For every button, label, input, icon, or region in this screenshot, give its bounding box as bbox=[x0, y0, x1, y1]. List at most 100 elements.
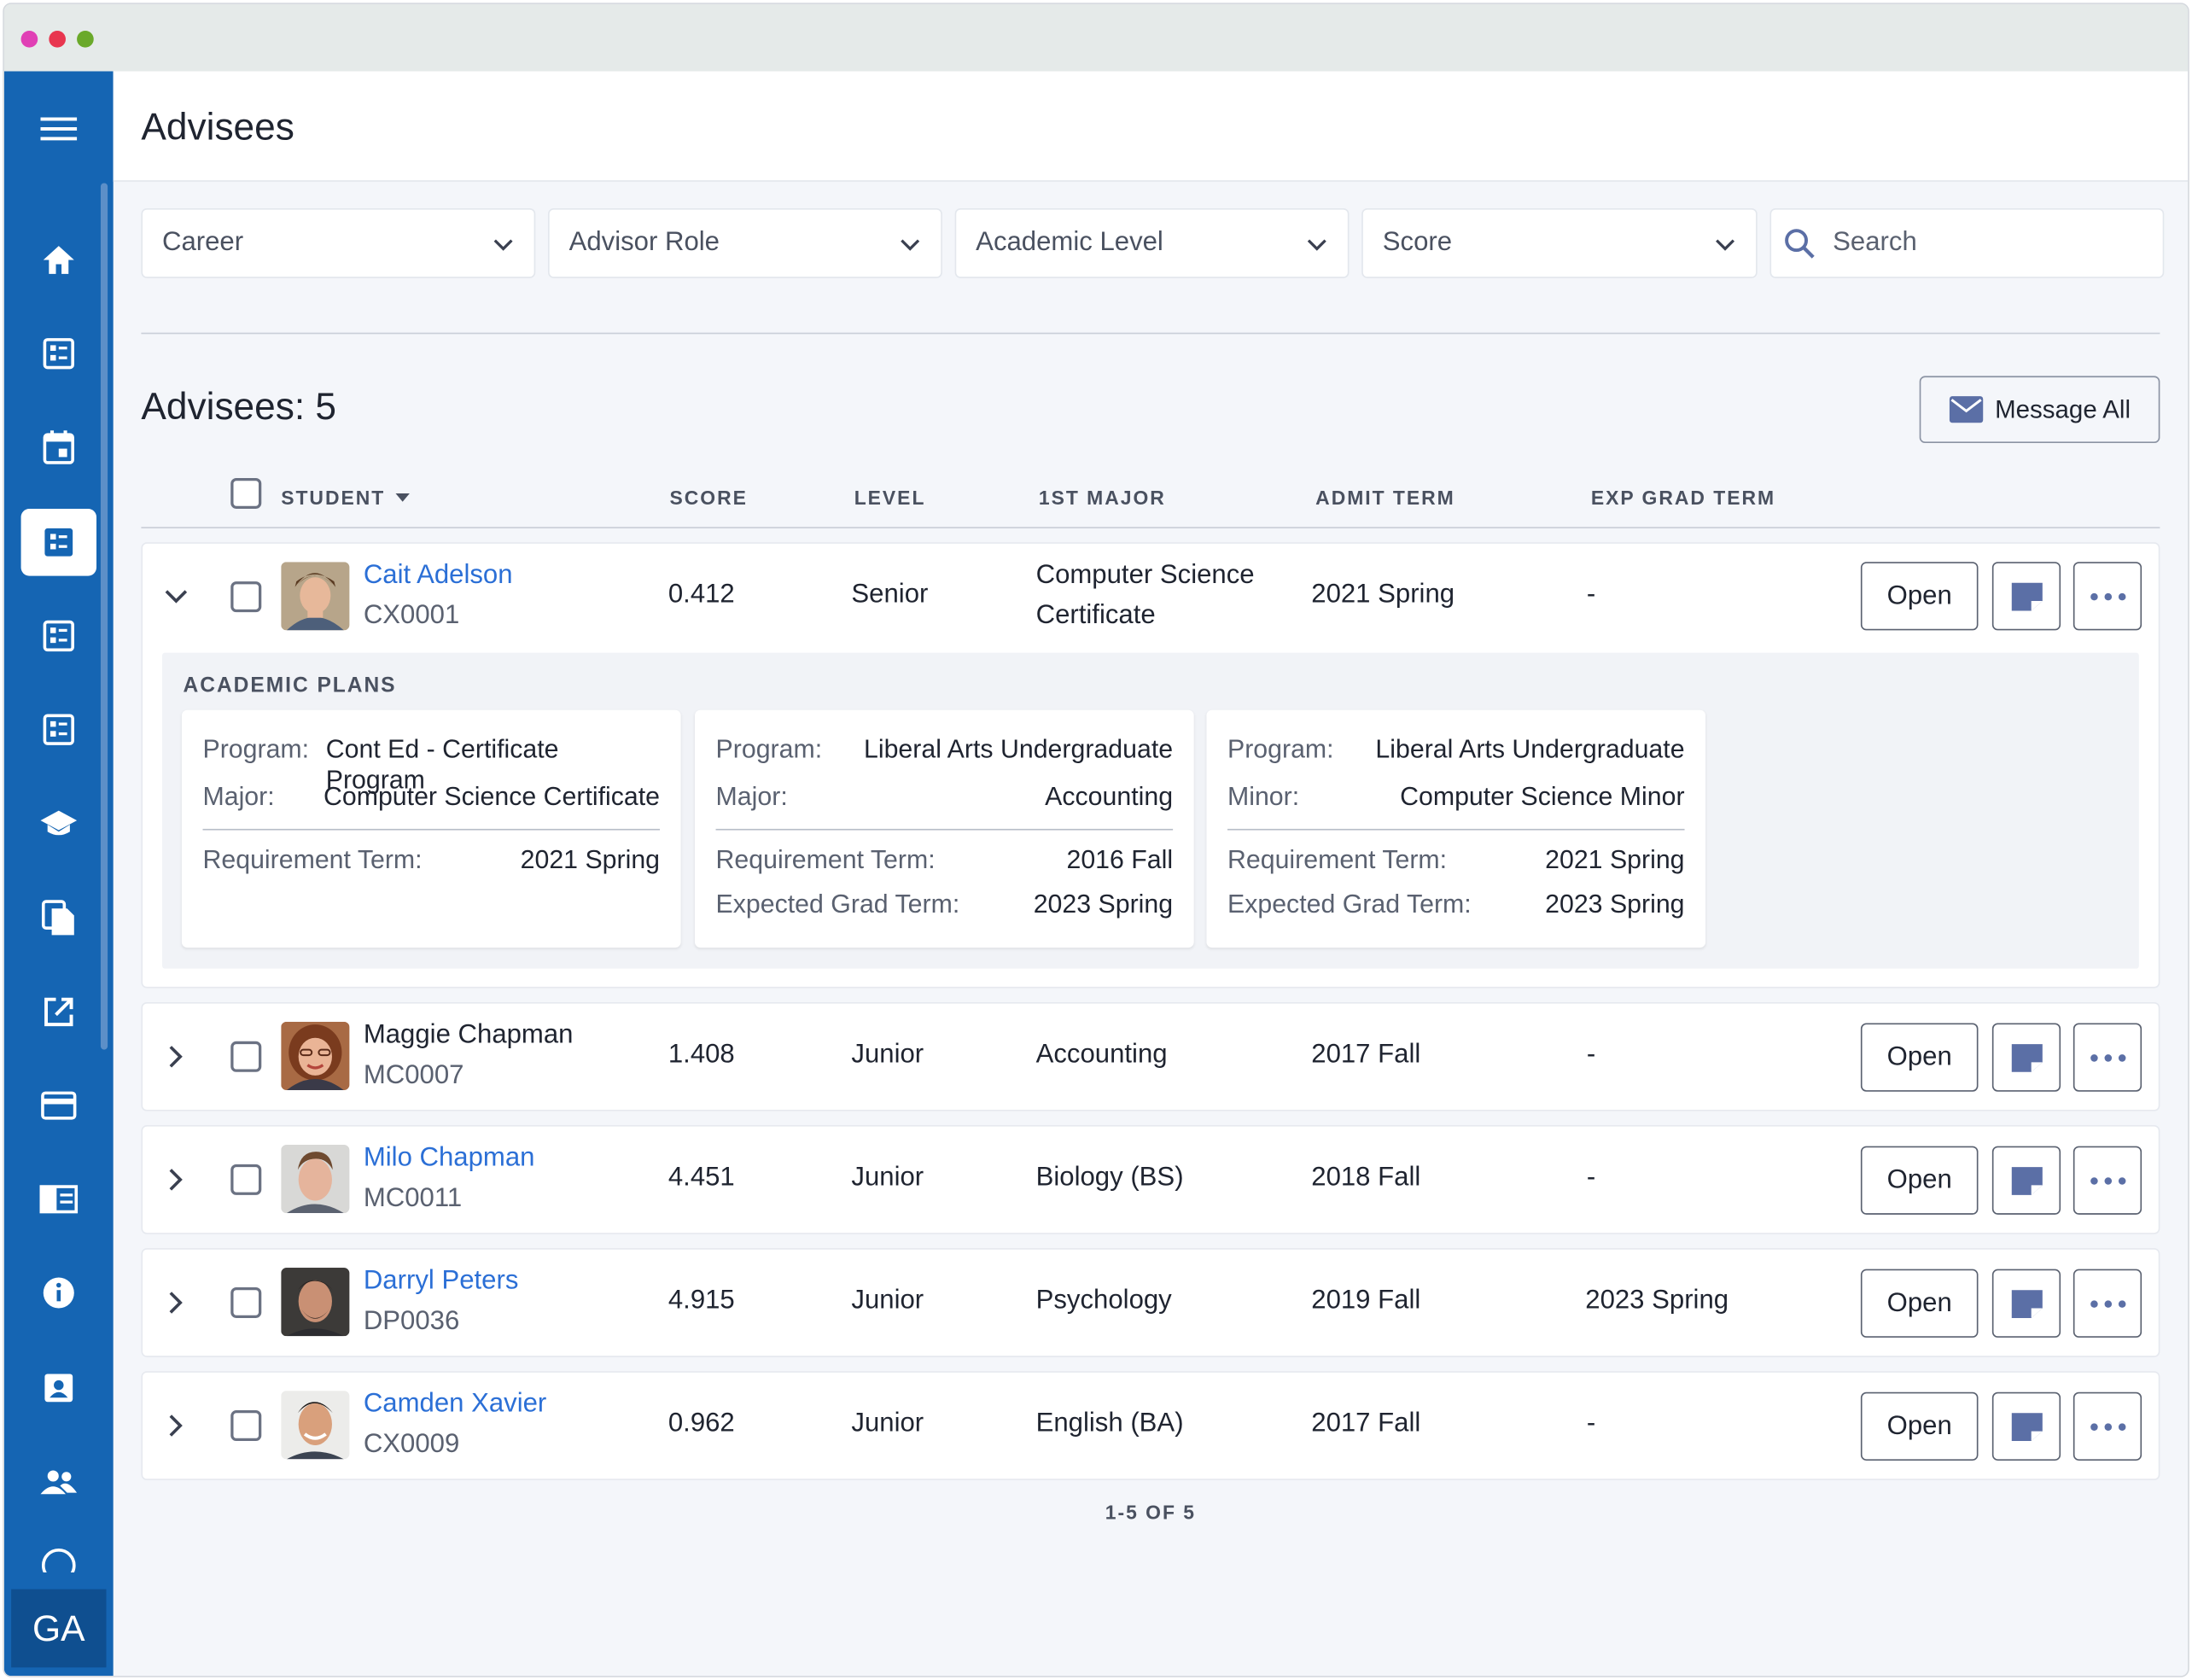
chevron-down-icon bbox=[1307, 239, 1326, 251]
row-checkbox[interactable] bbox=[230, 581, 262, 613]
message-all-button[interactable]: Message All bbox=[1919, 376, 2160, 444]
chevron-down-icon bbox=[493, 239, 513, 251]
more-icon bbox=[2090, 1422, 2125, 1431]
search-input[interactable]: Search bbox=[1833, 227, 1917, 258]
window-dot-red[interactable] bbox=[49, 31, 66, 48]
sidebar-scrollbar[interactable] bbox=[100, 183, 108, 1050]
more-options-button[interactable] bbox=[2072, 1391, 2142, 1461]
search-field[interactable]: Search bbox=[1769, 207, 2165, 278]
grad-term-value: 2023 Spring bbox=[1585, 1286, 1729, 1315]
more-icon bbox=[2090, 1176, 2125, 1184]
level-column-header[interactable]: LEVEL bbox=[854, 486, 926, 509]
student-name-link[interactable]: Darryl Peters bbox=[363, 1266, 519, 1296]
row-checkbox[interactable] bbox=[230, 1410, 262, 1442]
major-column-header[interactable]: 1ST MAJOR bbox=[1038, 486, 1166, 509]
program-label: Program: bbox=[715, 733, 823, 763]
window-dot-pink[interactable] bbox=[20, 31, 38, 48]
table-row[interactable]: Darryl Peters DP0036 4.915 Junior Psycho… bbox=[141, 1248, 2160, 1357]
level-value: Senior bbox=[851, 580, 929, 610]
academic-level-filter[interactable]: Academic Level bbox=[954, 207, 1350, 278]
advisees-icon[interactable] bbox=[20, 508, 97, 576]
career-filter[interactable]: Career bbox=[141, 207, 536, 278]
open-button[interactable]: Open bbox=[1860, 1023, 1979, 1092]
home-icon[interactable] bbox=[21, 226, 96, 294]
score-filter[interactable]: Score bbox=[1361, 207, 1758, 278]
open-button[interactable]: Open bbox=[1860, 1269, 1979, 1338]
note-button[interactable] bbox=[1991, 1269, 2061, 1338]
student-name-link[interactable]: Cait Adelson bbox=[363, 560, 513, 590]
level-value: Junior bbox=[851, 1163, 924, 1193]
major-value: Accounting bbox=[1045, 781, 1174, 811]
grad-term-value: - bbox=[1586, 1040, 1596, 1070]
more-options-button[interactable] bbox=[2072, 1146, 2142, 1215]
list-alt-icon[interactable] bbox=[21, 696, 96, 763]
envelope-icon bbox=[1949, 396, 1984, 423]
admit-term-column-header[interactable]: ADMIT TERM bbox=[1315, 486, 1455, 509]
expand-chevron-icon[interactable] bbox=[162, 1166, 190, 1194]
open-button[interactable]: Open bbox=[1860, 1146, 1979, 1215]
expand-chevron-icon[interactable] bbox=[162, 1412, 190, 1440]
external-link-icon[interactable] bbox=[21, 978, 96, 1046]
admit-term-value: 2018 Fall bbox=[1311, 1163, 1421, 1193]
expand-chevron-icon[interactable] bbox=[162, 1042, 190, 1070]
major-value-line1: Computer Science bbox=[1035, 560, 1255, 590]
more-options-button[interactable] bbox=[2072, 1269, 2142, 1338]
more-options-button[interactable] bbox=[2072, 562, 2142, 631]
student-name[interactable]: Maggie Chapman bbox=[363, 1020, 574, 1050]
open-button[interactable]: Open bbox=[1860, 1391, 1979, 1461]
table-row[interactable]: Milo Chapman MC0011 4.451 Junior Biology… bbox=[141, 1125, 2160, 1234]
people-icon[interactable] bbox=[21, 1448, 96, 1515]
program-value: Liberal Arts Undergraduate bbox=[1375, 733, 1685, 763]
contact-card-icon[interactable] bbox=[21, 1355, 96, 1422]
collapse-chevron-icon[interactable] bbox=[162, 583, 190, 611]
plan-card: Program: Cont Ed - Certificate Program Ma… bbox=[181, 709, 681, 948]
plan-divider bbox=[715, 828, 1174, 831]
requirement-term-label: Requirement Term: bbox=[202, 843, 423, 874]
window-dot-green[interactable] bbox=[77, 31, 94, 48]
menu-icon[interactable] bbox=[21, 95, 96, 162]
help-icon[interactable] bbox=[21, 1542, 96, 1572]
major-value: Computer Science Certificate bbox=[323, 781, 661, 811]
more-icon bbox=[2090, 1053, 2125, 1061]
table-row[interactable]: Maggie Chapman MC0007 1.408 Junior Accou… bbox=[141, 1001, 2160, 1111]
open-button[interactable]: Open bbox=[1860, 562, 1979, 631]
dashboard-icon[interactable] bbox=[21, 320, 96, 388]
career-filter-label: Career bbox=[161, 227, 244, 258]
page-header: Advisees bbox=[113, 71, 2189, 182]
more-options-button[interactable] bbox=[2072, 1023, 2142, 1092]
expand-chevron-icon[interactable] bbox=[162, 1289, 190, 1317]
note-button[interactable] bbox=[1991, 1146, 2061, 1215]
note-button[interactable] bbox=[1991, 1023, 2061, 1092]
credit-card-icon[interactable] bbox=[21, 1072, 96, 1140]
student-column-header[interactable]: STUDENT bbox=[281, 487, 411, 509]
score-value: 4.915 bbox=[668, 1286, 735, 1315]
note-button[interactable] bbox=[1991, 562, 2061, 631]
student-name-link[interactable]: Camden Xavier bbox=[363, 1389, 547, 1419]
advisor-role-filter-label: Advisor Role bbox=[568, 227, 720, 258]
score-column-header[interactable]: SCORE bbox=[669, 486, 748, 509]
calendar-icon[interactable] bbox=[21, 414, 96, 481]
note-button[interactable] bbox=[1991, 1391, 2061, 1461]
student-name-link[interactable]: Milo Chapman bbox=[363, 1143, 535, 1173]
expected-grad-term-value: 2023 Spring bbox=[1033, 889, 1174, 919]
table-row[interactable]: Cait Adelson CX0001 0.412 Senior Compute… bbox=[141, 542, 2160, 989]
info-icon[interactable] bbox=[21, 1259, 96, 1327]
avatar bbox=[281, 1268, 350, 1337]
list-icon[interactable] bbox=[21, 603, 96, 670]
row-checkbox[interactable] bbox=[230, 1041, 262, 1072]
row-checkbox[interactable] bbox=[230, 1286, 262, 1318]
select-all-checkbox[interactable] bbox=[230, 477, 262, 509]
catalog-icon[interactable] bbox=[21, 1166, 96, 1234]
row-checkbox[interactable] bbox=[230, 1164, 262, 1195]
grad-term-value: - bbox=[1586, 580, 1596, 610]
chevron-down-icon bbox=[1716, 239, 1735, 251]
documents-icon[interactable] bbox=[21, 884, 96, 952]
graduation-cap-icon[interactable] bbox=[21, 790, 96, 857]
avatar bbox=[281, 562, 350, 631]
grad-term-column-header[interactable]: EXP GRAD TERM bbox=[1590, 486, 1776, 509]
student-id: MC0007 bbox=[363, 1060, 464, 1091]
advisor-role-filter[interactable]: Advisor Role bbox=[548, 207, 942, 278]
user-avatar[interactable]: GA bbox=[11, 1589, 107, 1668]
student-id: CX0001 bbox=[363, 601, 460, 631]
table-row[interactable]: Camden Xavier CX0009 0.962 Junior Englis… bbox=[141, 1371, 2160, 1480]
